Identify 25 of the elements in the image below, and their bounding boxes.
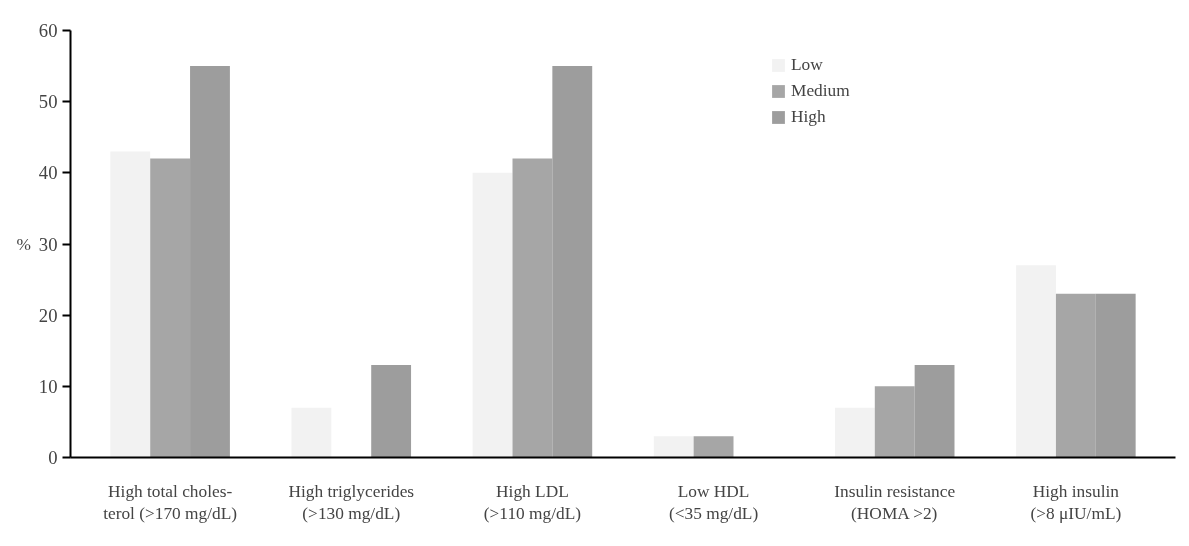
y-tick-label: 10: [38, 375, 58, 397]
x-tick-label: Insulin resistance (HOMA >2): [834, 481, 956, 524]
bar: [653, 436, 694, 458]
y-tick-label: 0: [48, 447, 58, 468]
y-axis-title: %: [16, 234, 31, 254]
y-tick-label: 20: [38, 304, 58, 326]
x-tick-label: High insulin (>8 μIU/mL): [1030, 481, 1122, 524]
x-tick-label: High LDL (>110 mg/dL): [483, 481, 582, 524]
x-tick-label: High total choles- terol (>170 mg/dL): [103, 481, 238, 524]
legend-label: High: [791, 107, 826, 127]
x-tick-label: High triglycerides (>130 mg/dL): [288, 481, 415, 524]
y-tick-label: 40: [38, 162, 58, 184]
bar: [371, 364, 412, 458]
bar: [834, 407, 875, 458]
bar: [1016, 265, 1056, 458]
legend-label: Medium: [791, 81, 850, 101]
bar: [693, 436, 734, 458]
y-tick-label: 60: [38, 20, 58, 41]
y-tick-label: 50: [38, 91, 58, 113]
bar: [291, 407, 332, 458]
legend-label: Low: [791, 55, 823, 75]
bar: [110, 151, 151, 458]
bar: [472, 172, 513, 458]
x-tick-label: Low HDL (<35 mg/dL): [668, 481, 759, 524]
y-tick-label: 30: [38, 233, 58, 255]
